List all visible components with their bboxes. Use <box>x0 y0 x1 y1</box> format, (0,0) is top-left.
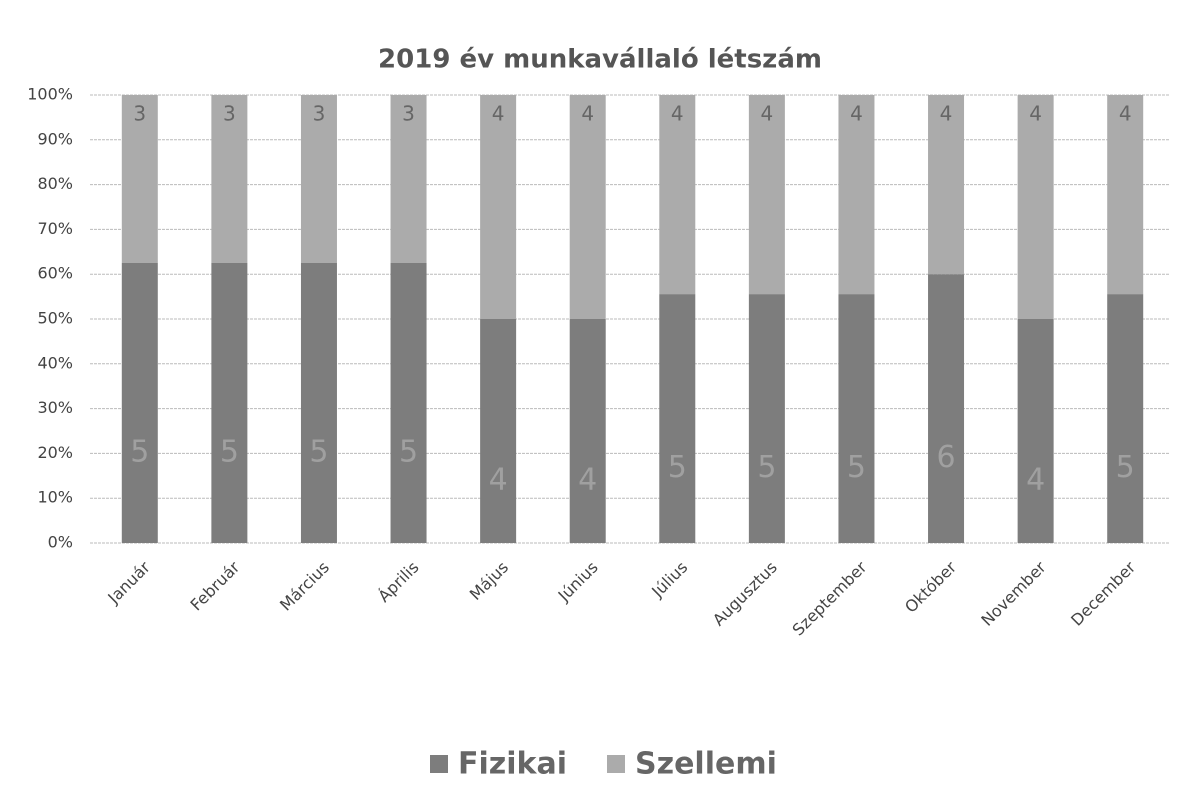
bar-segment <box>1107 95 1144 295</box>
data-label: 5 <box>757 450 776 485</box>
y-tick-label: 60% <box>37 264 73 283</box>
data-label: 4 <box>850 102 863 126</box>
bar-segment <box>300 263 337 543</box>
data-label: 3 <box>313 102 326 126</box>
data-label: 4 <box>492 102 505 126</box>
y-tick-label: 90% <box>37 129 73 148</box>
bar-segment <box>569 319 606 543</box>
legend-swatch <box>430 755 448 773</box>
data-label: 5 <box>668 450 687 485</box>
bar-segment <box>1017 95 1054 319</box>
data-label: 5 <box>220 435 239 470</box>
bar-segment <box>928 274 965 543</box>
data-label: 5 <box>399 435 418 470</box>
y-tick-label: 10% <box>37 488 73 507</box>
bar-segment <box>1017 319 1054 543</box>
bar-segment <box>838 294 875 543</box>
data-label: 6 <box>936 440 955 475</box>
data-label: 5 <box>1116 450 1135 485</box>
data-label: 4 <box>1026 463 1045 498</box>
bar-segment <box>300 95 337 263</box>
data-label: 4 <box>761 102 774 126</box>
bar-segment <box>1107 294 1144 543</box>
y-tick-label: 30% <box>37 398 73 417</box>
y-tick-label: 100% <box>27 85 73 104</box>
y-tick-label: 80% <box>37 174 73 193</box>
bar-segment <box>659 294 696 543</box>
y-tick-label: 40% <box>37 353 73 372</box>
bar-segment <box>211 95 248 263</box>
data-label: 4 <box>671 102 684 126</box>
data-label: 3 <box>133 102 146 126</box>
legend-label: Fizikai <box>458 747 567 782</box>
data-label: 3 <box>223 102 236 126</box>
bar-segment <box>121 263 158 543</box>
bar-segment <box>569 95 606 319</box>
bar-segment <box>838 95 875 295</box>
bar-segment <box>928 95 965 275</box>
bar-segment <box>390 95 427 263</box>
y-tick-label: 70% <box>37 219 73 238</box>
bar-segment <box>390 263 427 543</box>
y-tick-label: 20% <box>37 443 73 462</box>
bar-segment <box>748 294 785 543</box>
bar-segment <box>659 95 696 295</box>
data-label: 4 <box>1029 102 1042 126</box>
data-label: 4 <box>578 463 597 498</box>
bar-segment <box>211 263 248 543</box>
chart-title: 2019 év munkavállaló létszám <box>378 45 822 75</box>
bar-segment <box>480 95 517 319</box>
data-label: 3 <box>402 102 415 126</box>
legend-label: Szellemi <box>635 747 777 782</box>
data-label: 4 <box>489 463 508 498</box>
bar-segment <box>480 319 517 543</box>
data-label: 4 <box>940 102 953 126</box>
y-tick-label: 0% <box>48 533 73 552</box>
bar-segment <box>748 95 785 295</box>
data-label: 4 <box>581 102 594 126</box>
legend-swatch <box>607 755 625 773</box>
y-tick-label: 50% <box>37 309 73 328</box>
data-label: 5 <box>130 435 149 470</box>
data-label: 5 <box>309 435 328 470</box>
bar-segment <box>121 95 158 263</box>
data-label: 4 <box>1119 102 1132 126</box>
data-label: 5 <box>847 450 866 485</box>
